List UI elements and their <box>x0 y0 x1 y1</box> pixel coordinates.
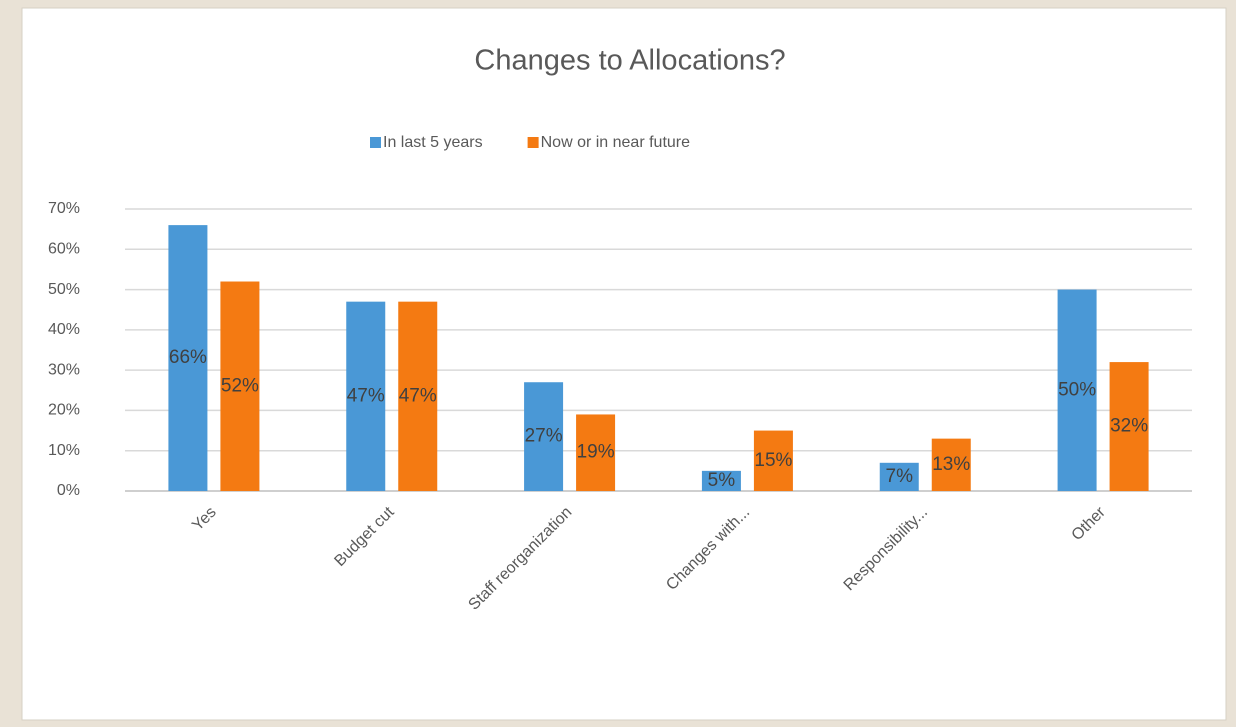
data-label: 47% <box>347 385 385 406</box>
y-tick-label: 0% <box>57 482 80 499</box>
bar <box>1109 362 1149 491</box>
y-tick-label: 30% <box>48 361 80 378</box>
bar <box>168 225 208 491</box>
bar <box>1057 289 1097 491</box>
y-tick-label: 60% <box>48 241 80 258</box>
y-tick-label: 10% <box>48 442 80 459</box>
data-label: 5% <box>708 470 736 491</box>
data-label: 52% <box>221 375 259 396</box>
y-tick-label: 70% <box>48 200 80 217</box>
bar <box>398 301 438 491</box>
legend-swatch <box>527 137 539 148</box>
data-label: 50% <box>1058 379 1096 400</box>
y-tick-label: 40% <box>48 321 80 338</box>
bar <box>524 382 564 491</box>
bar <box>879 462 919 491</box>
bar <box>220 281 260 491</box>
data-label: 27% <box>525 426 563 447</box>
y-tick-label: 50% <box>48 281 80 298</box>
data-label: 7% <box>886 466 914 487</box>
data-label: 15% <box>754 450 792 471</box>
legend-label: Now or in near future <box>541 134 691 151</box>
y-tick-label: 20% <box>48 402 80 419</box>
data-label: 13% <box>932 454 970 475</box>
data-label: 19% <box>577 442 615 463</box>
legend-swatch <box>370 137 381 148</box>
data-label: 66% <box>169 347 207 368</box>
bar <box>576 414 616 491</box>
bar <box>346 301 386 491</box>
bar <box>701 470 741 491</box>
data-label: 47% <box>399 385 437 406</box>
data-label: 32% <box>1110 416 1148 437</box>
bar <box>753 430 793 491</box>
bar <box>931 438 971 491</box>
legend-label: In last 5 years <box>383 134 483 151</box>
chart-title: Changes to Allocations? <box>474 45 785 77</box>
